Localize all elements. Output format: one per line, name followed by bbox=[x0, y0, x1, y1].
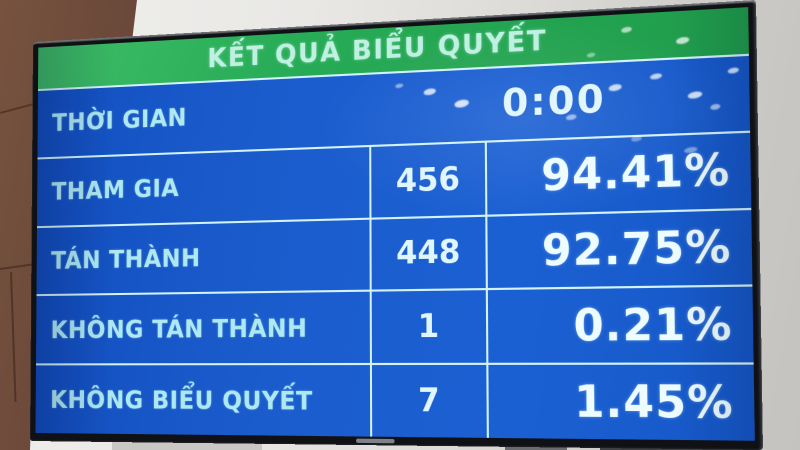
row-label: KHÔNG BIỂU QUYẾT bbox=[35, 365, 370, 436]
row-count: 7 bbox=[369, 365, 490, 438]
tv-display: KẾT QUẢ BIỂU QUYẾT THỜI GIAN 0:00 THAM G… bbox=[30, 0, 764, 450]
row-percent: 0.21% bbox=[488, 287, 754, 363]
time-row-label: THỜI GIAN bbox=[51, 103, 187, 138]
row-percent-text: 92.75% bbox=[541, 221, 732, 277]
row-label: TÁN THÀNH bbox=[36, 219, 369, 294]
row-label: THAM GIA bbox=[37, 147, 369, 226]
time-value: 0:00 bbox=[501, 77, 607, 126]
row-count-text: 448 bbox=[396, 234, 461, 273]
row-label: THỜI GIAN bbox=[37, 75, 369, 158]
row-percent-text: 1.45% bbox=[573, 376, 735, 429]
table-row: KHÔNG BIỂU QUYẾT 7 1.45% bbox=[35, 362, 755, 441]
tv-brand-logo bbox=[356, 438, 395, 444]
row-count-text: 1 bbox=[417, 308, 440, 346]
row-label-text: THAM GIA bbox=[51, 173, 180, 206]
row-percent: 92.75% bbox=[488, 210, 753, 289]
row-label-text: KHÔNG TÁN THÀNH bbox=[50, 313, 308, 345]
row-label: KHÔNG TÁN THÀNH bbox=[36, 292, 370, 363]
row-count-text: 7 bbox=[418, 382, 440, 421]
row-count-text: 456 bbox=[395, 160, 461, 200]
row-percent: 94.41% bbox=[487, 133, 751, 215]
table-row: KHÔNG TÁN THÀNH 1 0.21% bbox=[35, 284, 754, 364]
wall-seam bbox=[10, 272, 17, 402]
row-percent-text: 94.41% bbox=[541, 144, 731, 202]
row-count: 456 bbox=[369, 142, 488, 218]
row-label-text: KHÔNG BIỂU QUYẾT bbox=[50, 385, 313, 416]
row-count: 1 bbox=[369, 290, 489, 364]
floor-ledge bbox=[112, 442, 262, 450]
time-value-cell: 0:00 bbox=[369, 56, 750, 145]
row-label-text: TÁN THÀNH bbox=[51, 243, 201, 275]
results-screen: KẾT QUẢ BIỂU QUYẾT THỜI GIAN 0:00 THAM G… bbox=[35, 7, 755, 441]
row-percent: 1.45% bbox=[489, 365, 755, 441]
row-count: 448 bbox=[369, 216, 489, 290]
row-percent-text: 0.21% bbox=[573, 299, 733, 352]
